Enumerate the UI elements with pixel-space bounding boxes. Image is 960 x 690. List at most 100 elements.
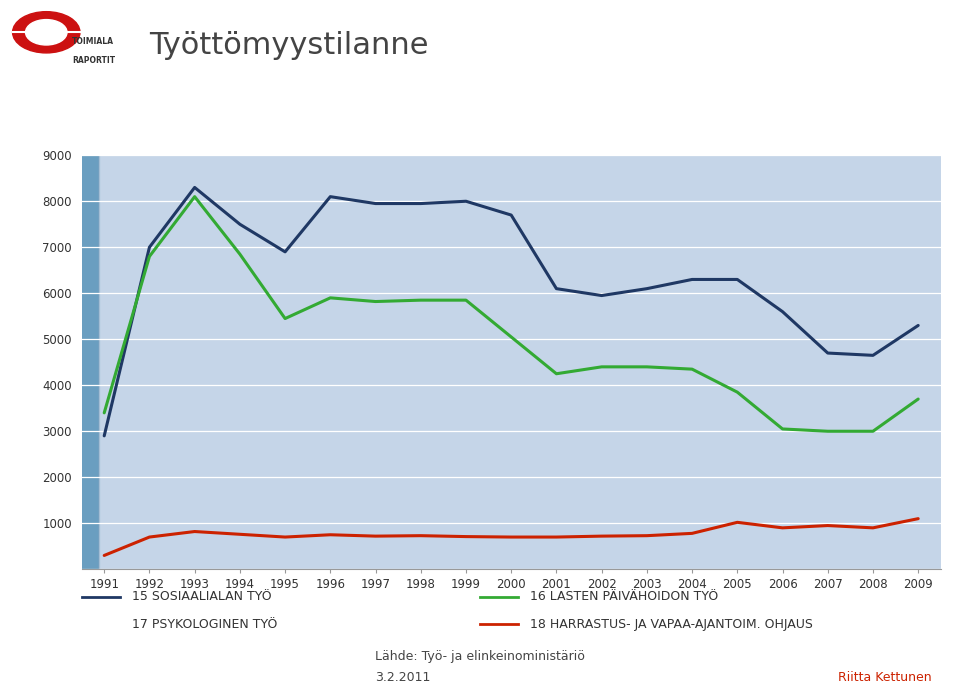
Bar: [83, 155, 91, 569]
Bar: [82, 155, 90, 569]
Bar: [88, 155, 97, 569]
Bar: [83, 155, 91, 569]
Bar: [84, 155, 93, 569]
Bar: [84, 155, 92, 569]
Ellipse shape: [12, 12, 80, 53]
Text: Riitta Kettunen: Riitta Kettunen: [837, 671, 931, 684]
Bar: [85, 155, 94, 569]
Bar: [84, 155, 93, 569]
Bar: [84, 155, 93, 569]
Bar: [82, 155, 90, 569]
Bar: [87, 155, 96, 569]
Bar: [89, 155, 97, 569]
Bar: [83, 155, 91, 569]
Bar: [87, 155, 95, 569]
Text: 16 LASTEN PÄIVÄHOIDON TYÖ: 16 LASTEN PÄIVÄHOIDON TYÖ: [530, 591, 718, 603]
Bar: [86, 155, 95, 569]
Bar: [90, 155, 99, 569]
Text: 3.2.2011: 3.2.2011: [375, 671, 431, 684]
Bar: [87, 155, 96, 569]
Bar: [90, 155, 99, 569]
Bar: [83, 155, 91, 569]
Bar: [86, 155, 95, 569]
Bar: [87, 155, 96, 569]
Bar: [84, 155, 92, 569]
Bar: [88, 155, 97, 569]
Text: TOIMIALA: TOIMIALA: [72, 37, 114, 46]
Bar: [84, 155, 91, 569]
Bar: [89, 155, 98, 569]
Bar: [90, 155, 99, 569]
Bar: [87, 155, 96, 569]
Bar: [87, 155, 96, 569]
Bar: [82, 155, 90, 569]
Bar: [83, 155, 91, 569]
Bar: [88, 155, 97, 569]
Bar: [86, 155, 95, 569]
Bar: [85, 155, 94, 569]
Bar: [89, 155, 98, 569]
Bar: [89, 155, 98, 569]
Bar: [85, 155, 94, 569]
Bar: [84, 155, 93, 569]
Bar: [86, 155, 95, 569]
Bar: [84, 155, 93, 569]
Bar: [87, 155, 96, 569]
Bar: [85, 155, 94, 569]
Text: 17 PSYKOLOGINEN TYÖ: 17 PSYKOLOGINEN TYÖ: [132, 618, 276, 631]
Bar: [88, 155, 97, 569]
Bar: [86, 155, 95, 569]
Bar: [87, 155, 96, 569]
Bar: [89, 155, 98, 569]
Bar: [90, 155, 99, 569]
Bar: [82, 155, 90, 569]
Text: 18 HARRASTUS- JA VAPAA-AJANTOIM. OHJAUS: 18 HARRASTUS- JA VAPAA-AJANTOIM. OHJAUS: [530, 618, 813, 631]
Bar: [84, 155, 92, 569]
Bar: [85, 155, 94, 569]
Bar: [89, 155, 98, 569]
Bar: [86, 155, 95, 569]
Bar: [84, 155, 93, 569]
Bar: [89, 155, 98, 569]
Bar: [87, 155, 96, 569]
Bar: [86, 155, 95, 569]
Text: RAPORTIT: RAPORTIT: [72, 56, 115, 65]
Bar: [84, 155, 93, 569]
Bar: [88, 155, 97, 569]
Bar: [84, 155, 93, 569]
Bar: [83, 155, 90, 569]
Bar: [84, 155, 92, 569]
Bar: [85, 155, 94, 569]
Bar: [84, 155, 92, 569]
Bar: [84, 155, 92, 569]
Bar: [84, 155, 93, 569]
Bar: [88, 155, 97, 569]
Text: Lähde: Työ- ja elinkeinoministäriö: Lähde: Työ- ja elinkeinoministäriö: [375, 651, 585, 663]
Bar: [83, 155, 91, 569]
Bar: [89, 155, 98, 569]
Bar: [85, 155, 94, 569]
Bar: [89, 155, 98, 569]
Bar: [89, 155, 98, 569]
Bar: [84, 155, 92, 569]
Bar: [85, 155, 94, 569]
Bar: [82, 155, 90, 569]
Bar: [84, 155, 92, 569]
Ellipse shape: [26, 19, 67, 45]
Bar: [85, 155, 94, 569]
Bar: [88, 155, 97, 569]
Bar: [84, 155, 93, 569]
Bar: [86, 155, 95, 569]
Bar: [83, 155, 91, 569]
Bar: [89, 155, 98, 569]
Bar: [84, 155, 92, 569]
Bar: [84, 155, 92, 569]
Bar: [88, 155, 97, 569]
Bar: [90, 155, 98, 569]
Bar: [85, 155, 94, 569]
Bar: [82, 155, 90, 569]
Bar: [86, 155, 95, 569]
Bar: [84, 155, 93, 569]
Bar: [84, 155, 92, 569]
Text: Työttömyystilanne: Työttömyystilanne: [149, 31, 428, 60]
